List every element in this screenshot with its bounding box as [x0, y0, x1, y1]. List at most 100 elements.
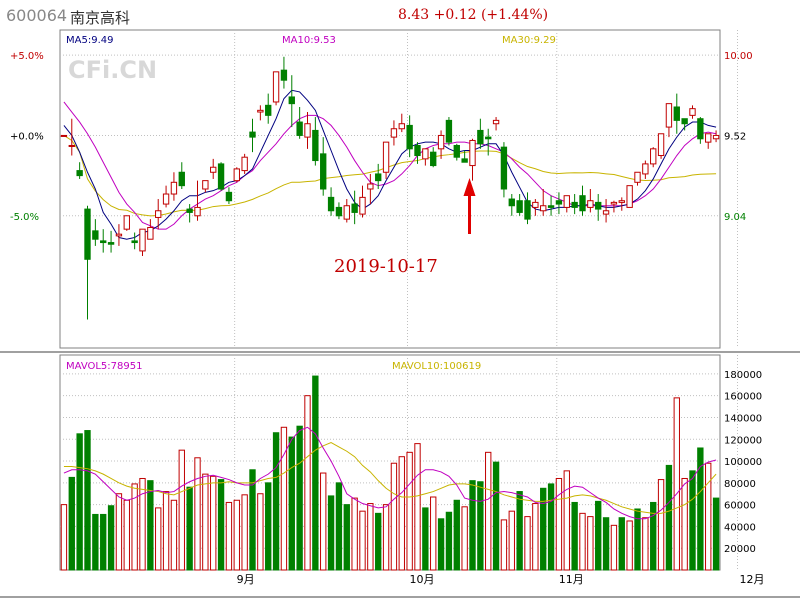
candle-body — [147, 226, 154, 240]
volume-tick-label: 160000 — [724, 392, 762, 403]
volume-bar — [500, 519, 508, 571]
candle-body — [547, 205, 555, 208]
candle-body — [681, 118, 688, 125]
volume-bar — [469, 480, 476, 571]
right-tick-label: 10.00 — [724, 51, 753, 62]
volume-bar — [304, 395, 311, 571]
volume-bar — [697, 447, 704, 571]
candle-body — [123, 215, 130, 230]
candle-body — [327, 196, 335, 212]
candle-body — [642, 163, 649, 175]
volume-bar — [68, 476, 75, 571]
candle-body — [60, 134, 68, 137]
volume-bar — [155, 507, 162, 571]
stock-name: 南京高科 — [70, 9, 131, 27]
volume-bar — [217, 479, 225, 571]
volume-tick-label: 40000 — [724, 522, 756, 533]
candle-body — [225, 191, 233, 202]
candle-body — [524, 200, 531, 220]
candle-body — [296, 121, 303, 136]
candle-body — [162, 193, 170, 205]
volume-bar — [579, 512, 586, 571]
volume-bar — [139, 477, 146, 571]
volume-bar — [367, 503, 374, 571]
volume-bar — [555, 477, 563, 571]
candle-body — [351, 203, 358, 213]
candle-body — [194, 206, 201, 217]
volume-bar — [147, 480, 154, 571]
volume-bar — [170, 499, 178, 571]
volume-tick-label: 60000 — [724, 501, 756, 512]
candle-body — [618, 200, 625, 203]
candle-body — [375, 173, 382, 182]
candle-body — [430, 151, 437, 167]
header-bar: 600064 南京高科 8.43 +0.12 (+1.44%) — [0, 0, 800, 30]
price-legend-ma5: MA5:9.49 — [66, 35, 113, 46]
volume-tick-label: 100000 — [724, 457, 762, 468]
mavol10-line — [63, 441, 717, 514]
month-label: 11月 — [559, 573, 584, 586]
volume-bar — [60, 504, 68, 571]
volume-bar — [131, 483, 138, 571]
volume-bar — [186, 486, 193, 571]
candle-body — [100, 240, 107, 244]
volume-bar — [107, 505, 115, 571]
volume-bar — [485, 451, 492, 571]
volume-bar — [272, 432, 280, 571]
candle-body — [705, 133, 712, 143]
candle-body — [233, 168, 240, 182]
ma30-line — [63, 135, 717, 217]
volume-bar — [92, 513, 99, 571]
candle-body — [406, 124, 413, 150]
candle-body — [241, 156, 248, 172]
candle-body — [422, 148, 429, 160]
volume-legend-mavol10: MAVOL10:100619 — [392, 361, 481, 372]
volume-bar — [445, 511, 453, 571]
left-tick-label: -5.0% — [10, 212, 39, 223]
volume-bar — [375, 512, 382, 571]
volume-bar — [390, 462, 398, 571]
ma10-line — [63, 101, 717, 230]
volume-bar — [540, 487, 547, 571]
candle-body — [461, 158, 468, 163]
candle-body — [335, 206, 343, 217]
volume-bar — [665, 464, 673, 571]
volume-bar — [100, 513, 107, 571]
volume-bar — [673, 397, 680, 571]
volume-legend-mavol5: MAVOL5:78951 — [66, 361, 142, 372]
volume-bar — [626, 520, 633, 571]
volume-bar — [681, 477, 688, 571]
volume-bar — [508, 510, 515, 571]
volume-bar — [265, 482, 272, 571]
volume-bar — [524, 516, 531, 571]
annotation-date: 2019-10-17 — [334, 256, 438, 277]
volume-bar — [547, 483, 555, 571]
candle-body — [500, 146, 508, 190]
volume-bar — [492, 461, 500, 571]
price-panel-frame — [59, 29, 721, 349]
candle-body — [320, 153, 327, 190]
volume-bar — [210, 475, 217, 571]
candle-body — [673, 106, 680, 121]
candle-body — [414, 144, 421, 157]
price-legend-ma10: MA10:9.53 — [282, 35, 336, 46]
stock-quote: 8.43 +0.12 (+1.44%) — [398, 7, 549, 23]
volume-bar — [642, 517, 649, 571]
candle-body — [563, 195, 570, 208]
candle-body — [665, 103, 673, 128]
candle-body — [178, 171, 185, 187]
volume-bar — [76, 433, 83, 571]
volume-bar — [634, 508, 641, 571]
volume-bar — [202, 473, 209, 571]
candle-body — [555, 200, 563, 205]
candle-body — [650, 148, 657, 165]
volume-bar — [257, 493, 264, 571]
month-label: 10月 — [410, 573, 435, 586]
volume-bar — [178, 449, 185, 571]
candle-body — [626, 185, 633, 208]
volume-bar — [280, 426, 288, 571]
candle-body — [139, 228, 146, 252]
candle-body — [492, 119, 500, 125]
price-legend-ma30: MA30:9.29 — [502, 35, 556, 46]
candle-body — [343, 205, 350, 220]
